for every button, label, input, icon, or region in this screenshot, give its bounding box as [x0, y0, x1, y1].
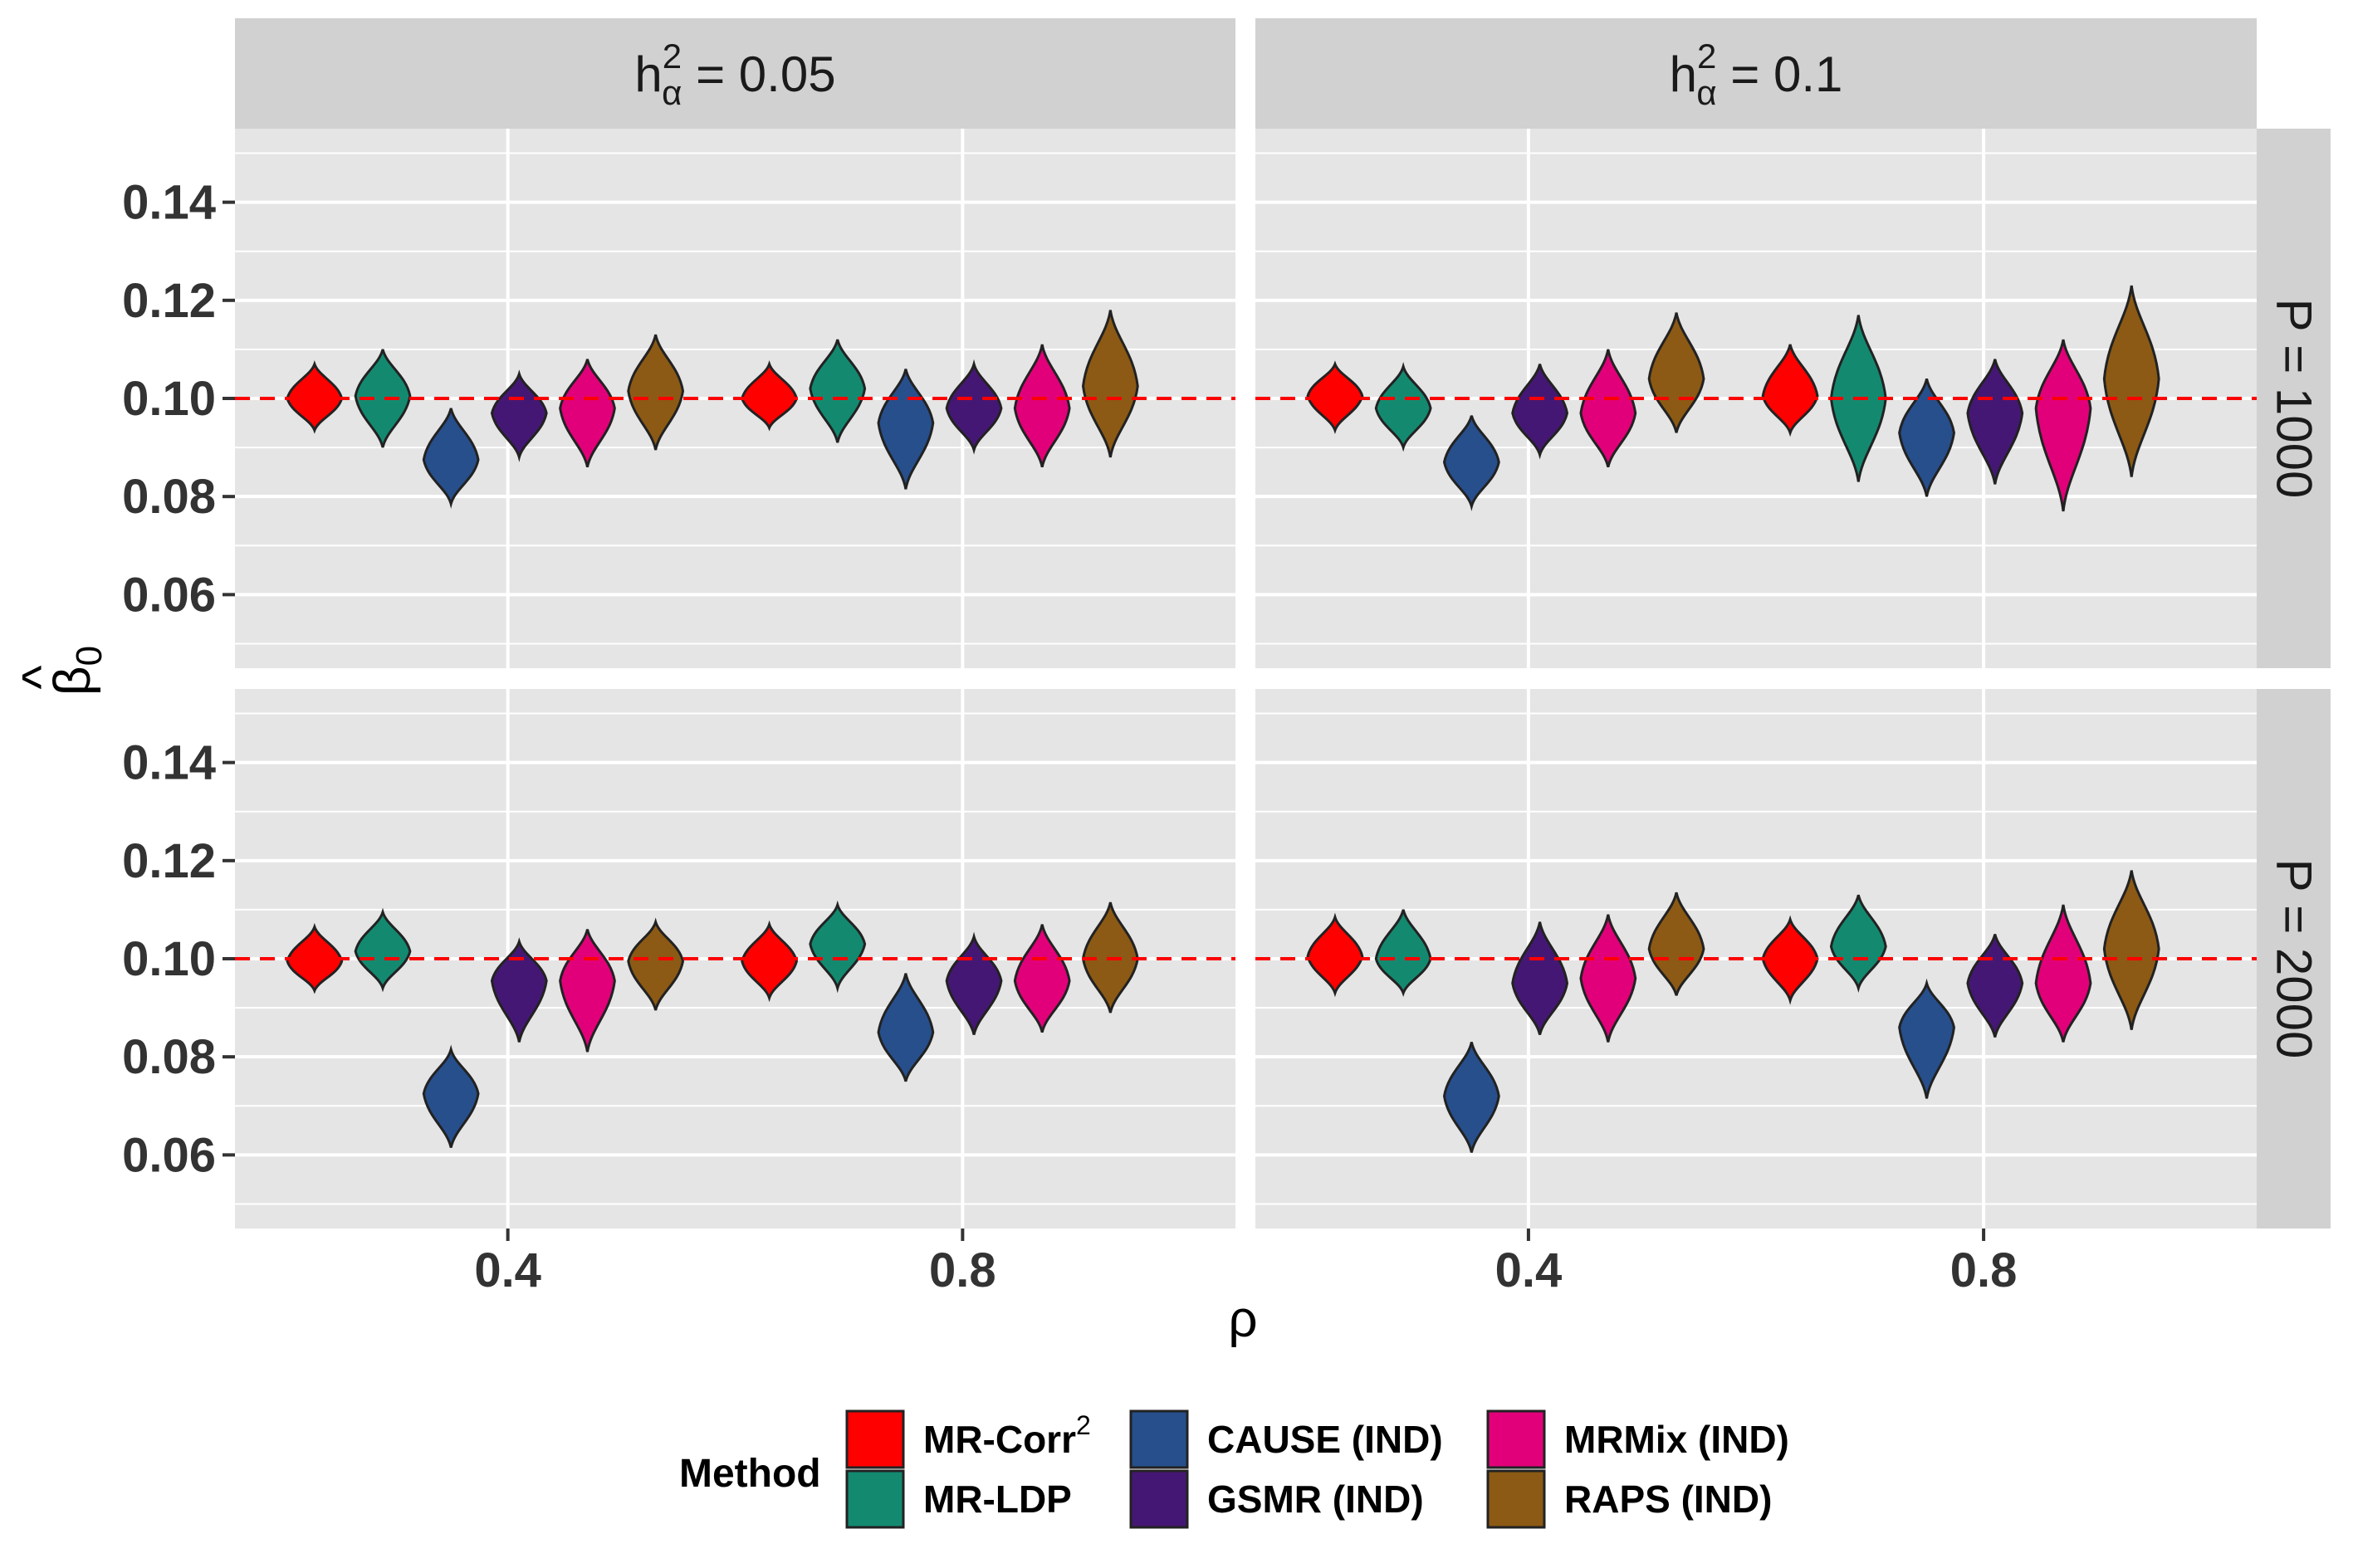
legend-key: [1129, 1469, 1189, 1529]
violin-mrmix-ind: [1013, 344, 1071, 468]
x-axis-title: ρ: [1228, 1291, 1257, 1348]
violin-mr-ldp: [354, 907, 412, 993]
legend-label: CAUSE (IND): [1207, 1418, 1443, 1461]
violin-cause-ind: [877, 973, 935, 1082]
facet-strips: h2 α = 0.05 h2 α = 0.1 P = 1000 P = 2000: [235, 18, 2331, 1229]
strip-background: [2257, 129, 2331, 668]
strip-label: h2 α = 0.05: [634, 37, 835, 112]
violin-cause-ind: [1898, 378, 1955, 497]
violin-mrmix-ind: [1579, 914, 1637, 1043]
y-tick-label: 0.08: [122, 470, 216, 524]
panels: [235, 129, 2257, 1229]
y-tick-label: 0.10: [122, 372, 216, 426]
violin-raps-ind: [2102, 870, 2160, 1030]
legend-item-cause-ind: CAUSE (IND): [1129, 1409, 1443, 1469]
legend-item-mr-corr: MR-Corr2: [845, 1409, 1091, 1469]
violin-raps-ind: [1081, 310, 1139, 458]
svg-text:β0: β0: [44, 646, 110, 696]
panel-r1-c1: [1255, 689, 2257, 1229]
violin-cause-ind: [1898, 978, 1955, 1099]
violin-gsmr-ind: [490, 369, 548, 462]
violin-mr-corr: [741, 359, 799, 432]
violin-cause-ind: [422, 1044, 480, 1148]
y-axis-title: β0 ^: [12, 646, 110, 696]
violin-gsmr-ind: [1966, 359, 2024, 485]
legend-label: MRMix (IND): [1564, 1418, 1789, 1461]
y-tick-label: 0.14: [122, 736, 216, 790]
violin-mrmix-ind: [2034, 904, 2092, 1043]
violin-mrmix-ind: [1579, 349, 1637, 468]
x-tick-label: 0.4: [474, 1243, 541, 1297]
y-axis: 0.06 0.08 0.10 0.12 0.14 0.06 0.08 0.10 0.12 0.14: [122, 176, 235, 1182]
y-axis-title-sub: 0: [69, 646, 110, 666]
strip-background: [235, 18, 1235, 129]
violin-raps-ind: [627, 917, 685, 1011]
legend-label: RAPS (IND): [1564, 1478, 1772, 1521]
x-tick-label: 0.4: [1495, 1243, 1563, 1297]
strip-label: P = 2000: [2267, 859, 2322, 1059]
violin-mr-ldp: [1374, 362, 1432, 452]
legend-item-raps-ind: RAPS (IND): [1486, 1469, 1772, 1529]
strip-label: P = 1000: [2267, 299, 2322, 499]
strip-background: [1255, 18, 2257, 129]
y-tick-label: 0.12: [122, 834, 216, 888]
col-strip-1: h2 α = 0.1: [1255, 18, 2257, 129]
row-strip-0: P = 1000: [2257, 129, 2331, 668]
x-axis: 0.4 0.8 0.4 0.8: [474, 1229, 2017, 1297]
y-tick-label: 0.08: [122, 1030, 216, 1084]
violin-mr-ldp: [809, 339, 867, 443]
violin-gsmr-ind: [1511, 364, 1569, 460]
legend-label: MR-Corr2: [923, 1410, 1091, 1461]
legend-item-mrmix-ind: MRMix (IND): [1486, 1409, 1789, 1469]
x-tick-label: 0.8: [1950, 1243, 2018, 1297]
legend-item-gsmr-ind: GSMR (IND): [1129, 1469, 1424, 1529]
y-tick-label: 0.06: [122, 568, 216, 622]
violin-gsmr-ind: [945, 931, 1003, 1035]
violin-mr-corr: [1761, 344, 1819, 437]
panel-r0-c1: [1255, 129, 2257, 668]
y-axis-title-hat: ^: [12, 665, 70, 689]
violin-mr-ldp: [809, 900, 867, 994]
legend-item-mr-ldp: MR-LDP: [845, 1469, 1072, 1529]
x-tick-label: 0.8: [929, 1243, 996, 1297]
y-axis-title-base: β: [44, 666, 101, 696]
violin-cause-ind: [422, 408, 480, 509]
strip-background: [2257, 689, 2331, 1229]
violin-mr-ldp: [354, 349, 412, 448]
panel-r0-c0: [235, 129, 1235, 668]
y-tick-label: 0.14: [122, 176, 216, 230]
violin-mr-ldp: [1829, 894, 1887, 993]
violin-mr-corr: [1306, 912, 1364, 998]
y-tick-label: 0.06: [122, 1128, 216, 1182]
violin-mrmix-ind: [2034, 339, 2092, 512]
y-tick-label: 0.12: [122, 274, 216, 328]
legend: Method MR-Corr2 MR-LDP CAUSE (IND) GSMR (IN…: [679, 1409, 1789, 1529]
strip-label: h2 α = 0.1: [1670, 37, 1843, 112]
legend-key: [845, 1469, 905, 1529]
violin-cause-ind: [1442, 415, 1500, 511]
legend-key: [1129, 1409, 1189, 1469]
legend-label: GSMR (IND): [1207, 1478, 1424, 1521]
y-tick-label: 0.10: [122, 932, 216, 986]
legend-key: [845, 1409, 905, 1469]
violin-raps-ind: [627, 334, 685, 451]
legend-label: MR-LDP: [923, 1478, 1072, 1521]
legend-key: [1486, 1409, 1546, 1469]
violin-mrmix-ind: [559, 359, 616, 468]
panel-r1-c0: [235, 689, 1235, 1229]
row-strip-1: P = 2000: [2257, 689, 2331, 1229]
violin-raps-ind: [1647, 891, 1705, 996]
violin-mr-corr: [741, 920, 798, 1003]
violin-raps-ind: [1647, 312, 1705, 433]
violin-mrmix-ind: [559, 929, 616, 1053]
legend-title: Method: [679, 1452, 821, 1496]
violin-gsmr-ind: [945, 359, 1003, 455]
legend-key: [1486, 1469, 1546, 1529]
col-strip-0: h2 α = 0.05: [235, 18, 1235, 129]
violin-raps-ind: [2102, 285, 2160, 477]
violin-mr-ldp: [1374, 909, 1432, 997]
violin-cause-ind: [1442, 1042, 1500, 1153]
violin-gsmr-ind: [490, 937, 548, 1043]
